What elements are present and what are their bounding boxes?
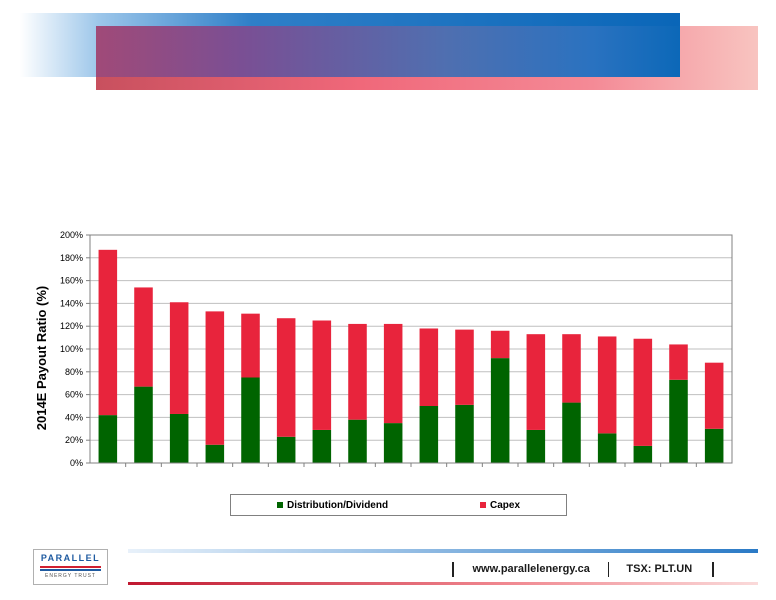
y-tick-label: 80% — [65, 367, 83, 377]
legend-label-distribution: Distribution/Dividend — [286, 499, 389, 511]
bar-distribution — [419, 406, 439, 463]
ticker-symbol: TSX: PLT.UN — [626, 563, 693, 575]
bar-distribution — [562, 402, 581, 463]
bar-capex — [134, 287, 153, 387]
footer-rule-blue — [128, 549, 758, 553]
bar-capex — [169, 302, 189, 414]
bar-distribution — [241, 377, 260, 463]
bar-capex — [597, 336, 617, 434]
y-tick-label: 120% — [60, 321, 83, 331]
bar-distribution — [134, 386, 153, 463]
bar-capex — [276, 318, 296, 437]
y-axis-label: 2014E Payout Ratio (%) — [34, 286, 49, 431]
bar-distribution — [704, 428, 724, 463]
legend-swatch-distribution — [276, 502, 283, 508]
bars — [98, 249, 724, 463]
header-band-overlap — [96, 26, 680, 77]
bar-capex — [633, 338, 653, 446]
bar-capex — [312, 320, 332, 430]
parallel-energy-logo: PARALLEL ENERGY TRUST — [33, 549, 108, 585]
y-tick-label: 20% — [65, 435, 83, 445]
footer-separator — [452, 561, 454, 577]
bar-capex — [704, 362, 724, 429]
y-tick-label: 60% — [65, 390, 83, 400]
bar-distribution — [205, 444, 225, 463]
bar-capex — [419, 328, 439, 406]
y-tick-label: 40% — [65, 412, 83, 422]
bar-distribution — [633, 445, 653, 463]
bar-capex — [455, 329, 474, 405]
bar-distribution — [455, 404, 474, 463]
y-tick-label: 100% — [60, 344, 83, 354]
axes: 0% 20% 40% 60% 80% 100% 120% 140% 160% 180% 200% — [60, 230, 733, 468]
bar-distribution — [312, 429, 332, 463]
bar-distribution — [597, 433, 617, 463]
bar-distribution — [669, 379, 688, 463]
y-tick-label: 0% — [70, 458, 83, 468]
logo-stripe-red — [40, 566, 101, 568]
legend-swatch-capex — [480, 502, 487, 508]
bar-distribution — [383, 423, 403, 463]
footer-separator — [712, 561, 714, 577]
bar-capex — [490, 330, 510, 359]
bar-distribution — [98, 415, 118, 463]
bar-capex — [383, 323, 403, 424]
website-link[interactable]: www.parallelenergy.ca — [472, 563, 590, 575]
bar-capex — [205, 311, 225, 445]
footer-separator — [607, 561, 610, 577]
logo-subtitle: ENERGY TRUST — [45, 573, 96, 579]
bar-capex — [526, 334, 546, 430]
bar-distribution — [276, 436, 296, 463]
bar-capex — [348, 323, 367, 420]
y-tick-label: 140% — [60, 298, 83, 308]
logo-stripe-blue — [40, 569, 101, 571]
bar-distribution — [526, 429, 546, 463]
logo-wordmark: PARALLEL — [40, 553, 101, 563]
y-tick-label: 200% — [60, 230, 83, 240]
bar-distribution — [169, 413, 189, 463]
y-tick-label: 180% — [60, 253, 83, 263]
legend-item-distribution: Distribution/Dividend — [276, 499, 389, 511]
bar-capex — [669, 344, 688, 380]
y-tick-label: 160% — [60, 276, 83, 286]
chart-legend: Distribution/Dividend Capex — [230, 494, 567, 516]
bar-capex — [98, 249, 118, 416]
bar-distribution — [490, 358, 510, 463]
bar-capex — [241, 313, 260, 378]
footer-rule-red — [128, 582, 758, 585]
footer-info: www.parallelenergy.ca TSX: PLT.UN — [452, 561, 714, 577]
bar-capex — [562, 334, 581, 403]
bar-distribution — [348, 419, 367, 463]
legend-item-capex: Capex — [480, 500, 520, 511]
legend-label-capex: Capex — [490, 499, 521, 511]
